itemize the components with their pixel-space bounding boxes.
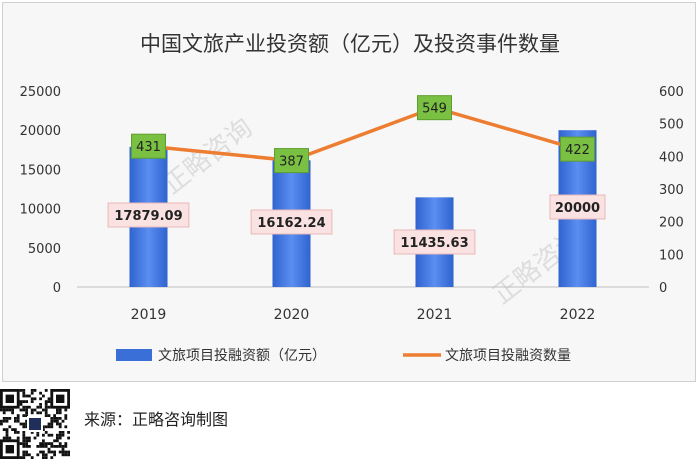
y-left-tick-label: 0 <box>53 281 61 296</box>
line-data-label-box <box>560 136 595 162</box>
line-labels: 431 387 549 422 <box>131 95 595 174</box>
bar-data-label-box <box>549 194 606 220</box>
legend: 文旅项目投融资额（亿元） 文旅项目投融资数量 <box>116 348 571 364</box>
bar-data-label-box <box>393 229 476 255</box>
y-right-tick-label: 600 <box>659 85 684 100</box>
bar-labels: 17879.09 16162.24 11435.63 20000 <box>107 194 606 255</box>
source-note: 来源：正略咨询制图 <box>84 410 229 429</box>
legend-bar-swatch <box>116 349 152 361</box>
y-right-tick-label: 100 <box>659 248 684 263</box>
line-data-label: 549 <box>422 102 447 117</box>
legend-line-label: 文旅项目投融资数量 <box>445 348 571 364</box>
y-right-tick-label: 300 <box>659 183 684 198</box>
x-axis: 2019 2020 2021 2022 <box>77 286 649 323</box>
bar-data-label: 11435.63 <box>400 236 468 251</box>
line-data-label-box <box>417 95 452 121</box>
line-data-label-box <box>131 133 166 159</box>
x-tick-label: 2019 <box>131 307 167 323</box>
bar-data-label: 17879.09 <box>114 209 182 224</box>
x-tick-label: 2021 <box>417 307 453 323</box>
y-left-tick-label: 20000 <box>20 124 61 139</box>
bar-data-label-box <box>107 202 190 228</box>
y-right-tick-label: 400 <box>659 150 684 165</box>
chart-title: 中国文旅产业投资额（亿元）及投资事件数量 <box>140 32 560 56</box>
y-right-tick-label: 500 <box>659 118 684 133</box>
y-right-tick-label: 200 <box>659 216 684 231</box>
chart-frame: 中国文旅产业投资额（亿元）及投资事件数量 正略咨询 正略咨询 0 5000 10000… <box>2 2 696 382</box>
line-data-label: 431 <box>136 140 161 155</box>
y-left-tick-label: 15000 <box>20 163 61 178</box>
line-data-label: 387 <box>279 155 304 170</box>
line-data-label-box <box>274 148 309 174</box>
right-axis: 0 100 200 300 400 500 600 <box>659 85 684 296</box>
legend-bar-label: 文旅项目投融资额（亿元） <box>158 348 326 364</box>
bar-data-label: 20000 <box>555 201 600 216</box>
line-data-label: 422 <box>565 143 590 158</box>
left-axis: 0 5000 10000 15000 20000 25000 <box>20 85 61 296</box>
bar-data-label: 16162.24 <box>257 216 325 231</box>
y-left-tick-label: 5000 <box>28 242 61 257</box>
x-tick-label: 2020 <box>274 307 310 323</box>
y-right-tick-label: 0 <box>659 281 667 296</box>
x-tick-label: 2022 <box>560 307 596 323</box>
y-left-tick-label: 25000 <box>20 85 61 100</box>
qr-code-icon <box>0 389 70 459</box>
line-path <box>148 105 578 163</box>
y-left-tick-label: 10000 <box>20 203 61 218</box>
bar-data-label-box <box>250 209 333 235</box>
